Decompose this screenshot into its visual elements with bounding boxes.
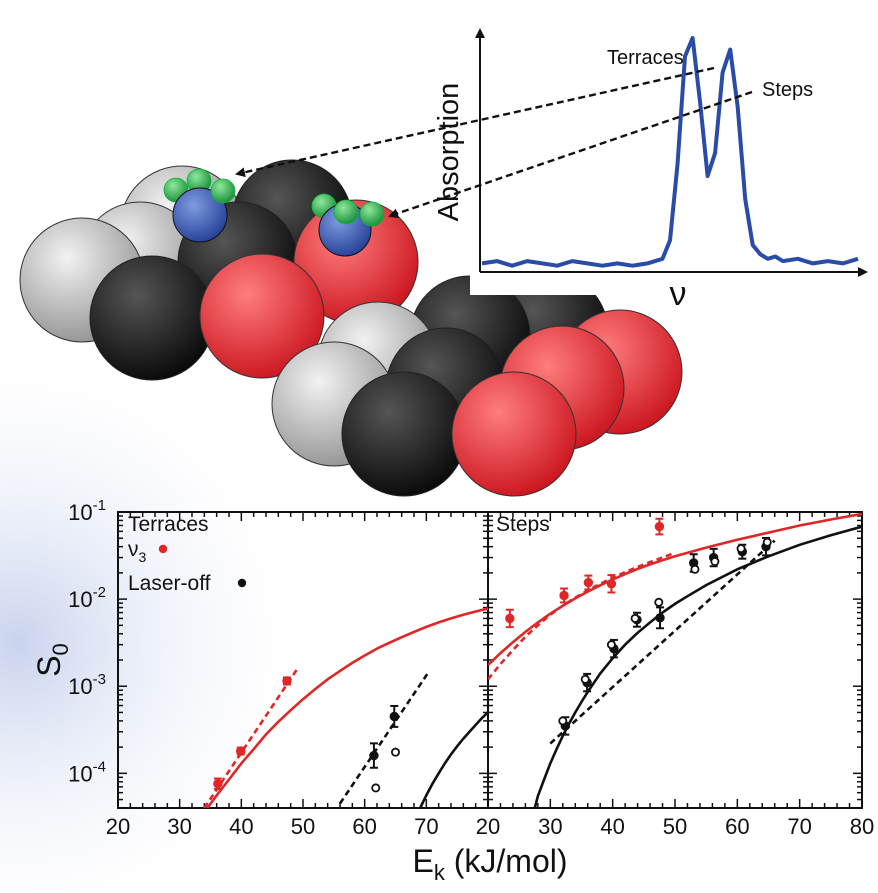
- data-point-filled: [606, 579, 617, 589]
- data-point-filled: [236, 746, 246, 756]
- data-point-filled: [282, 676, 292, 686]
- inset-x-label: ν: [670, 275, 687, 313]
- data-point-open: [390, 747, 400, 757]
- y-axis-ticks: 10-1 10-2 10-3 10-4: [68, 497, 862, 809]
- steps-peak-label: Steps: [762, 79, 813, 101]
- x-axis-ticks: 20 30 40 50 60 70 20 30 40 50 60 70 80: [106, 512, 874, 839]
- atom-red: [451, 371, 577, 497]
- data-point-filled: [654, 521, 665, 532]
- red-dashed-fit-line: [488, 551, 676, 681]
- absorption-spectrum-line: [481, 36, 859, 268]
- x-tick-label: 60: [352, 814, 376, 839]
- adsorbate-step: [311, 193, 385, 257]
- x-tick-label: 30: [167, 814, 191, 839]
- terraces-arrow: [235, 66, 715, 178]
- x-tick-label: 80: [850, 814, 874, 839]
- data-point-filled: [583, 577, 594, 588]
- data-point-open: [606, 640, 616, 650]
- data-point-filled: [213, 779, 223, 789]
- legend: Terraces Steps ν3 Laser-off: [128, 513, 550, 595]
- hydrogen-atom: [333, 199, 359, 225]
- carbon-atom: [172, 187, 228, 243]
- data-point-open: [690, 564, 700, 574]
- black-solid-fit-line: [419, 711, 488, 808]
- data-point-open: [580, 674, 590, 684]
- fit-lines-terraces: [203, 607, 488, 808]
- black-dashed-fit-line: [549, 539, 776, 745]
- x-tick-label: 70: [787, 814, 811, 839]
- atom-black: [89, 255, 215, 381]
- panel-title: Steps: [496, 513, 550, 536]
- red-solid-fit-line: [488, 512, 862, 667]
- data-point-open: [558, 716, 568, 726]
- hydrogen-atom: [359, 201, 385, 227]
- x-tick-label: 20: [476, 814, 500, 839]
- red-dashed-fit-line: [203, 668, 298, 808]
- legend-label: Laser-off: [128, 572, 211, 595]
- atom-red: [199, 253, 325, 379]
- lower-terrace: [271, 271, 683, 497]
- terraces-peak-label: Terraces: [607, 47, 684, 69]
- black-solid-fit-line: [533, 525, 862, 808]
- inset-spectrum: Absorption ν Terraces Steps: [433, 20, 868, 313]
- data-point-filled: [369, 750, 379, 761]
- x-axis-label: Ek (kJ/mol): [413, 843, 568, 885]
- x-tick-label: 20: [106, 814, 130, 839]
- adsorbate-terrace: [163, 168, 236, 243]
- x-tick-label: 50: [291, 814, 315, 839]
- data-point-filled: [505, 613, 515, 624]
- data-point-open: [736, 544, 746, 554]
- hydrogen-atom: [210, 178, 236, 204]
- data-point-open: [371, 783, 381, 793]
- data-point-filled: [389, 711, 399, 722]
- data-point-filled: [655, 613, 665, 623]
- peak-assignment-arrows: [235, 66, 753, 219]
- y-tick-label: 10-1: [68, 497, 106, 525]
- x-tick-label: 40: [229, 814, 253, 839]
- data-point-filled: [559, 590, 569, 601]
- data-point-open: [630, 613, 640, 623]
- y-tick-label: 10-4: [68, 758, 106, 786]
- panel-title: Terraces: [128, 513, 209, 536]
- red-solid-fit-line: [206, 607, 488, 808]
- x-tick-label: 50: [663, 814, 687, 839]
- x-tick-label: 60: [725, 814, 749, 839]
- data-point-open: [710, 557, 720, 567]
- steps-arrow: [388, 90, 753, 219]
- black-dashed-fit-line: [338, 670, 431, 805]
- data-point-open: [762, 537, 772, 547]
- surface-illustration: [19, 159, 683, 497]
- y-tick-label: 10-3: [68, 671, 106, 699]
- sticking-probability-chart: 10-1 10-2 10-3 10-4 20 30 40 50 60 70 20 30 40 50 60 7…: [31, 497, 874, 885]
- upper-terrace: [19, 159, 419, 381]
- atom-black: [341, 371, 467, 497]
- legend-label: ν3: [128, 538, 147, 565]
- data-points: [213, 517, 772, 793]
- fit-lines-steps: [488, 512, 862, 808]
- y-axis-label: S0: [31, 643, 73, 677]
- x-tick-label: 70: [414, 814, 438, 839]
- y-tick-label: 10-2: [68, 584, 106, 612]
- data-point-open: [654, 597, 664, 607]
- legend-marker: [237, 578, 247, 588]
- x-tick-label: 30: [538, 814, 562, 839]
- x-tick-label: 40: [600, 814, 624, 839]
- legend-marker: [158, 544, 168, 554]
